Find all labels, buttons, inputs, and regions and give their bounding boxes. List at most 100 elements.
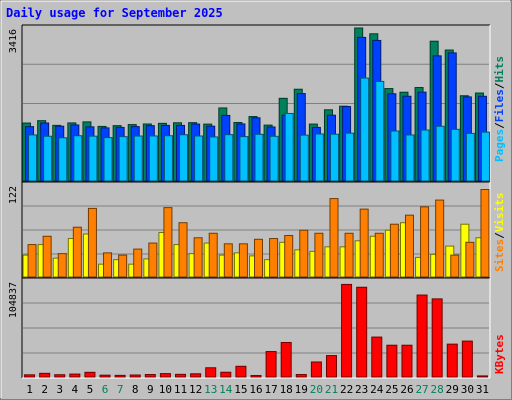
bar-sites-day-27: [420, 206, 430, 278]
bar-kbytes-day-22: [341, 283, 353, 378]
bar-kbytes-day-20: [310, 361, 322, 378]
bar-pages-day-6: [103, 137, 113, 182]
x-tick-day-4: 4: [72, 383, 79, 396]
bar-sites-day-21: [329, 198, 339, 278]
x-tick-day-2: 2: [41, 383, 48, 396]
bar-pages-day-1: [28, 134, 38, 182]
x-tick-day-31: 31: [476, 383, 489, 396]
bar-pages-day-7: [118, 136, 128, 182]
x-tick-day-1: 1: [26, 383, 33, 396]
bar-pages-day-25: [390, 130, 400, 182]
bar-sites-day-8: [133, 248, 143, 278]
bar-kbytes-day-25: [386, 344, 398, 378]
bar-kbytes-day-16: [250, 375, 262, 378]
bar-sites-day-1: [27, 244, 37, 278]
bar-pages-day-19: [299, 134, 309, 182]
chart-title: Daily usage for September 2025: [6, 6, 223, 20]
x-tick-day-13: 13: [204, 383, 217, 396]
x-tick-day-14: 14: [219, 383, 233, 396]
bar-kbytes-day-8: [129, 374, 141, 378]
x-tick-day-17: 17: [264, 383, 277, 396]
bar-pages-day-10: [163, 135, 173, 182]
x-tick-day-20: 20: [310, 383, 323, 396]
y-max-tick: 104837: [8, 282, 19, 318]
x-tick-day-6: 6: [102, 383, 109, 396]
bar-pages-day-11: [179, 134, 189, 182]
x-tick-day-7: 7: [117, 383, 124, 396]
bar-sites-day-2: [42, 235, 52, 278]
x-tick-day-18: 18: [280, 383, 293, 396]
bar-sites-day-9: [148, 242, 158, 278]
legend-kbytes: KBytes: [493, 334, 506, 374]
bar-sites-day-11: [178, 222, 188, 278]
bar-sites-day-18: [284, 235, 294, 278]
bar-sites-day-29: [450, 254, 460, 278]
bar-kbytes-day-5: [84, 371, 96, 378]
bar-pages-day-12: [194, 135, 204, 182]
bar-pages-day-24: [375, 80, 385, 182]
x-tick-day-27: 27: [415, 383, 428, 396]
legend-kbytes: KBytes: [493, 334, 506, 374]
x-tick-day-21: 21: [325, 383, 338, 396]
x-tick-day-29: 29: [446, 383, 459, 396]
x-tick-day-19: 19: [295, 383, 308, 396]
bar-kbytes-day-13: [205, 367, 217, 378]
x-tick-day-24: 24: [370, 383, 384, 396]
bar-sites-day-10: [163, 207, 173, 278]
bar-sites-day-22: [344, 232, 354, 278]
x-tick-day-25: 25: [385, 383, 398, 396]
bar-kbytes-day-10: [159, 373, 171, 378]
bar-kbytes-day-15: [235, 365, 247, 378]
x-tick-day-26: 26: [400, 383, 413, 396]
bar-kbytes-day-24: [371, 336, 383, 378]
bar-sites-day-24: [374, 232, 384, 278]
bar-pages-day-16: [254, 133, 264, 182]
x-tick-day-8: 8: [132, 383, 139, 396]
bar-sites-day-31: [480, 189, 490, 278]
bar-sites-day-23: [359, 208, 369, 278]
bar-sites-day-4: [72, 226, 82, 278]
bar-kbytes-day-14: [220, 371, 232, 378]
bar-sites-day-20: [314, 232, 324, 278]
bar-sites-day-12: [193, 237, 203, 278]
bar-kbytes-day-27: [416, 294, 428, 378]
bar-kbytes-day-19: [295, 374, 307, 378]
bar-pages-day-22: [345, 132, 355, 182]
bar-kbytes-day-26: [401, 344, 413, 378]
bar-kbytes-day-30: [461, 340, 473, 378]
bar-pages-day-23: [360, 77, 370, 182]
bar-sites-day-28: [435, 199, 445, 278]
bar-kbytes-day-3: [54, 374, 66, 378]
bar-sites-day-19: [299, 229, 309, 278]
bar-pages-day-30: [465, 132, 475, 182]
bar-pages-day-29: [450, 128, 460, 182]
bar-sites-day-30: [465, 241, 475, 278]
bar-sites-day-5: [87, 207, 97, 278]
legend-files: Files: [493, 89, 506, 122]
bar-sites-day-6: [103, 252, 113, 278]
bar-pages-day-14: [224, 134, 234, 182]
x-tick-day-3: 3: [56, 383, 63, 396]
bar-kbytes-day-11: [175, 373, 187, 378]
bar-kbytes-day-4: [69, 373, 81, 378]
bar-sites-day-13: [208, 232, 218, 278]
legend-sites: Sites: [493, 239, 506, 272]
legend-visits: Visits: [493, 193, 506, 233]
legend-sites-visits: Sites/Visits: [493, 193, 506, 273]
bar-kbytes-day-29: [446, 343, 458, 378]
bar-sites-day-3: [57, 253, 67, 278]
x-tick-day-28: 28: [431, 383, 444, 396]
bar-sites-day-16: [254, 238, 263, 278]
x-tick-day-12: 12: [189, 383, 202, 396]
bar-kbytes-day-18: [280, 341, 292, 378]
x-tick-day-11: 11: [174, 383, 187, 396]
bar-kbytes-day-7: [114, 374, 126, 378]
legend-hits: Hits: [493, 56, 506, 83]
bar-pages-day-21: [329, 133, 339, 182]
bar-kbytes-day-12: [190, 373, 202, 378]
bar-kbytes-day-28: [431, 298, 443, 378]
bar-pages-day-4: [73, 135, 83, 182]
bar-kbytes-day-23: [356, 286, 368, 378]
bar-sites-day-17: [269, 238, 279, 278]
bar-sites-day-26: [404, 214, 414, 278]
